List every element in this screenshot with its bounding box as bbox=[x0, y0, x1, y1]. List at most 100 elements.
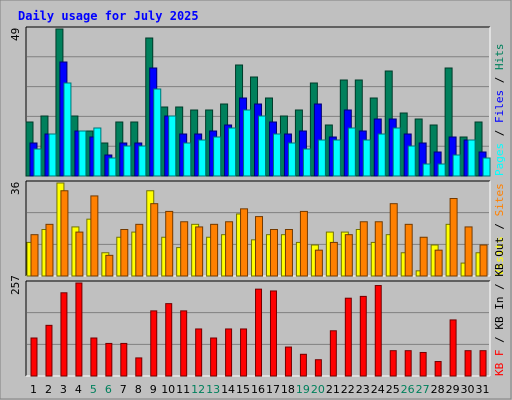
bar-pages bbox=[422, 163, 431, 177]
bar-kb-f bbox=[299, 353, 307, 377]
legend-separator: / bbox=[493, 330, 506, 350]
bar-kb-f bbox=[269, 290, 277, 377]
bar-pages bbox=[272, 133, 281, 177]
bar-pages bbox=[48, 133, 57, 177]
y-max-label: 36 bbox=[9, 182, 22, 195]
day-label: 18 bbox=[281, 383, 295, 396]
bar-kb-f bbox=[210, 337, 218, 377]
day-label: 7 bbox=[120, 383, 127, 396]
legend-sites: Sites bbox=[493, 183, 506, 216]
bar-kb-f bbox=[90, 337, 98, 377]
legend-kb-f: KB F bbox=[493, 350, 506, 377]
bar-pages bbox=[407, 145, 416, 177]
bar-pages bbox=[302, 148, 311, 177]
bar-pages bbox=[153, 88, 162, 177]
bar-pages bbox=[138, 145, 147, 177]
bar-sites bbox=[195, 226, 204, 277]
bar-kb-f bbox=[225, 328, 233, 377]
bar-kb-f bbox=[344, 297, 352, 377]
bar-sites bbox=[210, 223, 219, 277]
bar-pages bbox=[243, 109, 252, 177]
legend-kb-out: KB Out bbox=[493, 237, 506, 277]
bar-sites bbox=[90, 195, 99, 277]
bar-kb-f bbox=[404, 350, 412, 377]
legend-separator: / bbox=[493, 70, 506, 90]
bar-kb-f bbox=[255, 288, 263, 377]
bar-pages bbox=[63, 82, 72, 177]
bar-sites bbox=[225, 221, 234, 277]
bar-sites bbox=[404, 223, 413, 277]
day-label: 27 bbox=[416, 383, 430, 396]
bar-kb-f bbox=[284, 346, 292, 377]
series-legend: Visits / Sites bbox=[493, 183, 506, 276]
bar-sites bbox=[344, 234, 353, 277]
bar-kb-f bbox=[105, 342, 113, 377]
day-label: 8 bbox=[135, 383, 142, 396]
bar-pages bbox=[467, 139, 476, 177]
bar-pages bbox=[123, 145, 132, 177]
bar-sites bbox=[45, 223, 54, 277]
y-max-label: 257 bbox=[9, 275, 22, 295]
bar-pages bbox=[78, 130, 87, 177]
bar-sites bbox=[269, 229, 278, 277]
bar-kb-f bbox=[314, 359, 322, 377]
day-label: 14 bbox=[221, 383, 235, 396]
panel-1: 49 Pages / Files / Hits bbox=[9, 26, 506, 177]
bar-sites bbox=[389, 203, 398, 277]
bar-sites bbox=[240, 208, 249, 277]
legend-separator: / bbox=[493, 123, 506, 143]
bar-sites bbox=[359, 221, 368, 277]
bar-pages bbox=[362, 139, 371, 177]
bar-pages bbox=[482, 157, 491, 177]
bar-kb-f bbox=[449, 319, 457, 377]
bar-kb-f bbox=[389, 350, 397, 377]
bar-sites bbox=[449, 198, 458, 277]
day-label: 12 bbox=[191, 383, 205, 396]
day-label: 24 bbox=[371, 383, 385, 396]
bar-pages bbox=[33, 148, 42, 177]
day-label: 28 bbox=[431, 383, 445, 396]
day-label: 22 bbox=[341, 383, 355, 396]
day-label: 20 bbox=[311, 383, 325, 396]
legend-hits: Hits bbox=[493, 44, 506, 71]
bar-sites bbox=[60, 190, 69, 277]
legend-separator: / bbox=[493, 277, 506, 297]
bar-sites bbox=[464, 226, 473, 277]
bar-kb-f bbox=[329, 330, 337, 377]
y-max-label: 49 bbox=[9, 28, 22, 41]
day-label: 25 bbox=[386, 383, 400, 396]
day-label: 15 bbox=[236, 383, 250, 396]
bar-kb-f bbox=[45, 324, 53, 377]
bar-sites bbox=[374, 221, 383, 277]
day-label: 21 bbox=[326, 383, 340, 396]
series-legend: KB F / KB In / KB Out bbox=[493, 237, 506, 376]
bar-kb-f bbox=[240, 328, 248, 377]
bar-pages bbox=[93, 127, 102, 177]
bar-pages bbox=[168, 115, 177, 177]
bar-pages bbox=[332, 139, 341, 177]
bar-sites bbox=[105, 254, 114, 277]
day-label: 23 bbox=[356, 383, 370, 396]
day-label: 2 bbox=[45, 383, 52, 396]
bar-kb-f bbox=[464, 350, 472, 377]
bar-kb-f bbox=[419, 351, 427, 377]
day-label: 13 bbox=[206, 383, 220, 396]
bar-sites bbox=[255, 216, 264, 277]
bar-sites bbox=[180, 221, 189, 277]
bar-kb-f bbox=[30, 337, 38, 377]
day-label: 3 bbox=[60, 383, 67, 396]
day-label: 17 bbox=[266, 383, 280, 396]
day-label: 30 bbox=[461, 383, 475, 396]
day-label: 16 bbox=[251, 383, 265, 396]
bar-kb-f bbox=[165, 303, 173, 377]
day-label: 29 bbox=[446, 383, 460, 396]
bar-kb-f bbox=[75, 282, 83, 377]
bar-kb-f bbox=[434, 361, 442, 377]
bar-kb-f bbox=[135, 357, 143, 377]
day-label: 6 bbox=[105, 383, 112, 396]
legend-files: Files bbox=[493, 90, 506, 123]
bar-pages bbox=[347, 127, 356, 177]
bar-pages bbox=[392, 127, 401, 177]
day-label: 11 bbox=[176, 383, 190, 396]
legend-separator: / bbox=[493, 216, 506, 236]
